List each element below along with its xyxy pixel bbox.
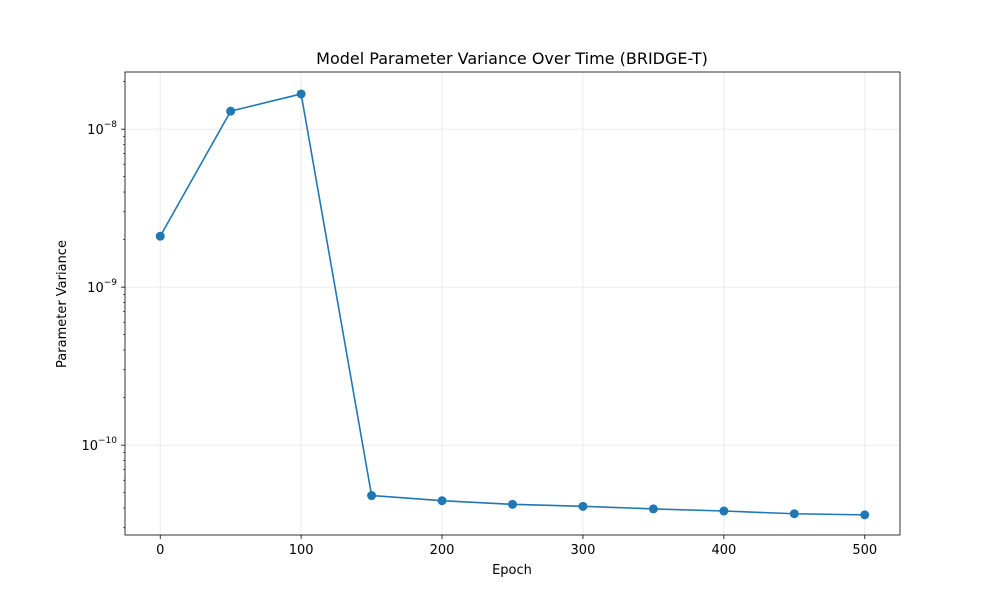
x-tick-label: 500: [852, 543, 877, 558]
data-point: [648, 504, 658, 514]
data-point: [789, 509, 799, 519]
data-point: [860, 510, 870, 520]
y-tick-mantissa: 10: [87, 123, 104, 138]
y-axis-label: Parameter Variance: [55, 240, 70, 368]
data-point: [508, 499, 517, 509]
x-tick-label: 0: [156, 543, 164, 558]
chart-title: Model Parameter Variance Over Time (BRID…: [316, 49, 708, 68]
y-tick-exponent: −8: [104, 120, 118, 130]
data-point: [155, 231, 165, 241]
x-tick-label: 100: [289, 543, 314, 558]
y-tick-label: 10−9: [87, 278, 117, 296]
y-tick-mantissa: 10: [81, 439, 98, 454]
grid-layer: [125, 72, 900, 535]
x-tick-label: 200: [430, 543, 455, 558]
data-point: [437, 496, 447, 506]
x-axis-label: Epoch: [492, 563, 532, 578]
y-tick-exponent: −9: [104, 278, 118, 288]
y-tick-label: 10−10: [81, 436, 117, 454]
y-tick-label: 10−8: [87, 120, 117, 138]
x-tick-label: 300: [571, 543, 596, 558]
data-point: [367, 491, 377, 501]
data-point: [578, 501, 588, 511]
data-point: [719, 506, 729, 516]
plot-frame: [124, 71, 901, 536]
data-point: [296, 89, 306, 99]
data-point: [226, 106, 236, 116]
y-tick-mantissa: 10: [87, 281, 104, 296]
x-tick-label: 400: [711, 543, 736, 558]
y-tick-exponent: −10: [98, 436, 117, 446]
series-layer: [155, 89, 870, 520]
